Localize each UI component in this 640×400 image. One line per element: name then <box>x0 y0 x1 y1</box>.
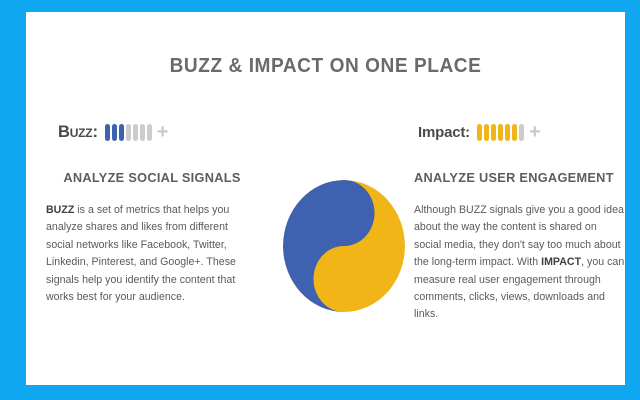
buzz-meter-bars <box>104 123 152 141</box>
buzz-meter-label: Buzz: <box>58 122 98 141</box>
buzz-meter-plus-icon: + <box>156 121 169 143</box>
yin-yang-icon <box>283 180 405 312</box>
white-panel: BUZZ & IMPACT ON ONE PLACE Buzz: + ANALY… <box>26 12 625 385</box>
right-column: Impact: + ANALYZE USER ENGAGEMENT Althou… <box>414 120 626 324</box>
right-body-text-part2: , you can measure real user engagement t… <box>414 256 625 321</box>
buzz-meter-segment-4 <box>125 123 131 141</box>
impact-meter-segment-1 <box>476 123 482 141</box>
buzz-meter: Buzz: + <box>46 120 258 144</box>
impact-meter-plus-icon: + <box>528 121 541 143</box>
impact-meter: Impact: + <box>414 120 626 144</box>
right-body-text-part1: Although BUZZ signals give you a good id… <box>414 204 624 269</box>
impact-meter-segment-2 <box>483 123 489 141</box>
yin-yang-blue-half <box>283 180 375 312</box>
right-column-body: Although BUZZ signals give you a good id… <box>414 202 626 324</box>
right-body-lead-term: IMPACT <box>541 256 582 269</box>
buzz-meter-segment-6 <box>139 123 145 141</box>
impact-meter-segment-5 <box>504 123 510 141</box>
impact-meter-bars <box>476 123 524 141</box>
buzz-meter-segment-5 <box>132 123 138 141</box>
left-body-text: is a set of metrics that helps you analy… <box>46 204 236 304</box>
footer-strip <box>26 351 625 385</box>
left-column-heading: ANALYZE SOCIAL SIGNALS <box>63 170 241 185</box>
buzz-meter-segment-1 <box>104 123 110 141</box>
left-body-lead-term: BUZZ <box>46 204 75 216</box>
impact-meter-label: Impact: <box>418 123 470 141</box>
left-column: Buzz: + ANALYZE SOCIAL SIGNALS BUZZ is a… <box>46 120 258 306</box>
page-title: BUZZ & IMPACT ON ONE PLACE <box>169 54 482 77</box>
right-column-heading: ANALYZE USER ENGAGEMENT <box>414 170 614 185</box>
impact-meter-segment-4 <box>497 123 503 141</box>
left-column-body: BUZZ is a set of metrics that helps you … <box>46 202 258 306</box>
impact-meter-segment-3 <box>490 123 496 141</box>
buzz-meter-segment-3 <box>118 123 124 141</box>
impact-meter-segment-6 <box>511 123 517 141</box>
buzz-meter-segment-7 <box>146 123 152 141</box>
impact-meter-segment-7 <box>518 123 524 141</box>
buzz-meter-segment-2 <box>111 123 117 141</box>
